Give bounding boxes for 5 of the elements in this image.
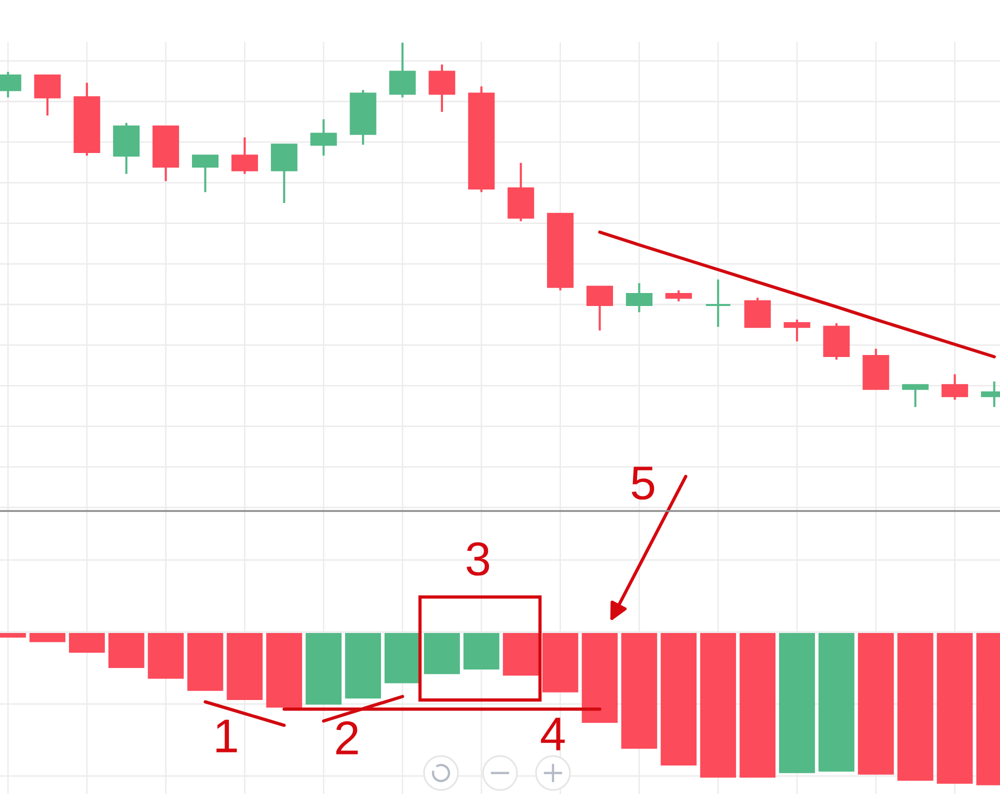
text: 5: [632, 466, 654, 500]
text: 3: [466, 542, 490, 576]
annotation: 4: [540, 718, 565, 750]
annotation: 2: [336, 721, 358, 754]
annotation: 1: [216, 720, 237, 752]
